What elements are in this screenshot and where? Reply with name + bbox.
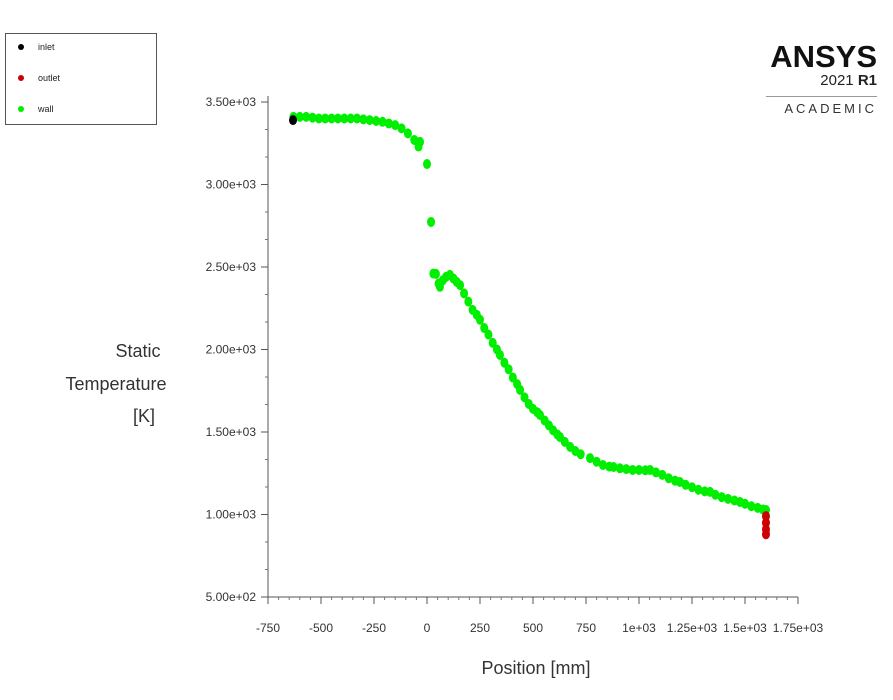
legend-label: outlet (38, 73, 61, 83)
x-tick-label: 1e+03 (622, 621, 656, 635)
data-point-wall (688, 482, 696, 493)
data-point-wall (664, 473, 673, 484)
data-point-wall (484, 329, 493, 340)
x-tick-label: 500 (523, 621, 543, 635)
y-tick-label: 3.50e+03 (206, 95, 257, 109)
data-point-wall (302, 111, 311, 122)
y-axis-title-line3: [K] (133, 406, 155, 426)
y-tick-label: 2.00e+03 (206, 343, 257, 357)
data-point-wall (658, 469, 667, 480)
y-tick-label: 2.50e+03 (206, 260, 257, 274)
data-point-wall (651, 467, 660, 478)
x-tick-label: 250 (470, 621, 490, 635)
x-tick-label: 1.25e+03 (667, 621, 718, 635)
legend-marker-icon (18, 44, 24, 50)
data-point-wall (741, 498, 749, 509)
data-point-wall (628, 464, 637, 475)
data-point-wall (609, 461, 618, 472)
data-point-wall (321, 113, 330, 124)
data-point-wall (598, 460, 607, 470)
data-point-wall (516, 384, 525, 395)
logo-version: 2021 R1 (762, 72, 877, 90)
data-point-wall (384, 118, 393, 129)
data-point-wall (586, 453, 595, 464)
data-point-wall (460, 288, 469, 299)
data-point-wall (365, 115, 374, 126)
data-point-wall (681, 479, 690, 490)
legend-label: inlet (38, 42, 55, 52)
data-point-wall (592, 456, 601, 467)
y-axis-title-line1: Static (115, 341, 160, 361)
legend-item-outlet: outlet (18, 73, 60, 83)
y-tick-label: 1.00e+03 (206, 508, 257, 522)
data-point-inlet (289, 115, 298, 126)
x-tick-label: 1.75e+03 (773, 621, 824, 635)
data-point-wall (747, 501, 756, 512)
y-tick-label: 3.00e+03 (206, 178, 257, 192)
plot-axes: 5.00e+02 1.00e+03 1.50e+03 2.00e+03 2.50e+03… (206, 95, 824, 635)
data-point-wall (711, 489, 720, 500)
data-point-wall (403, 128, 412, 139)
logo-name: ANSYS (770, 39, 877, 74)
legend-marker-icon (18, 75, 24, 81)
data-point-wall (495, 349, 504, 360)
legend-marker-icon (18, 106, 24, 112)
data-point-wall (308, 112, 317, 123)
x-tick-label: 750 (576, 621, 596, 635)
data-point-wall (346, 113, 355, 124)
data-point-wall (372, 115, 381, 126)
x-tick-label: 0 (424, 621, 431, 635)
logo-release: R1 (857, 72, 877, 89)
data-point-wall (333, 113, 342, 124)
data-point-wall (327, 113, 336, 124)
data-point-wall (717, 492, 726, 503)
data-points (289, 111, 770, 540)
data-point-wall (431, 268, 440, 279)
data-point-wall (314, 113, 323, 124)
x-axis-title: Position [mm] (481, 658, 590, 678)
legend-item-wall: wall (18, 104, 54, 114)
data-point-wall (397, 123, 406, 134)
data-point-wall (391, 120, 400, 131)
logo-version-year: 2021 (820, 72, 854, 89)
data-point-wall (576, 449, 585, 460)
data-point-wall (295, 111, 304, 122)
data-point-wall (476, 314, 484, 325)
x-tick-label: -500 (309, 621, 333, 635)
logo-edition: ACADEMIC (784, 101, 877, 116)
logo-divider (766, 96, 877, 97)
x-tick-label: 1.5e+03 (723, 621, 767, 635)
data-point-wall (464, 296, 473, 307)
legend-label: wall (38, 104, 54, 114)
data-point-wall (635, 464, 643, 475)
data-point-wall (359, 114, 368, 125)
x-tick-label: -250 (362, 621, 386, 635)
ansys-logo: ANSYS 2021 R1 ACADEMIC (762, 39, 877, 117)
x-tick-label: -750 (256, 621, 280, 635)
data-point-wall (416, 136, 425, 147)
data-point-wall (340, 113, 349, 124)
chart-legend: inlet outlet wall (5, 33, 157, 125)
data-point-wall (694, 484, 703, 495)
data-point-wall (427, 216, 436, 227)
data-point-wall (724, 493, 733, 504)
data-point-wall (615, 463, 624, 474)
data-point-outlet (761, 529, 770, 540)
data-point-wall (456, 280, 465, 291)
y-tick-label: 5.00e+02 (206, 590, 257, 604)
y-tick-label: 1.50e+03 (206, 425, 257, 439)
data-point-wall (423, 159, 431, 170)
legend-item-inlet: inlet (18, 42, 55, 52)
data-point-wall (622, 464, 631, 475)
data-point-wall (504, 364, 513, 375)
y-axis-title-line2: Temperature (65, 374, 166, 394)
data-point-wall (378, 116, 387, 127)
data-point-wall (353, 113, 362, 124)
